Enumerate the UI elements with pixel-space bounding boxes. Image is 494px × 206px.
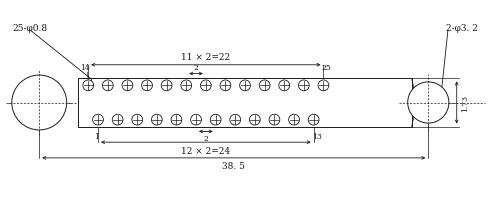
Circle shape (112, 115, 123, 125)
Circle shape (152, 115, 162, 125)
Circle shape (142, 81, 153, 91)
Text: 13: 13 (312, 132, 322, 140)
Circle shape (240, 81, 250, 91)
Text: 38. 5: 38. 5 (222, 162, 245, 171)
Text: 2-φ3. 2: 2-φ3. 2 (446, 23, 478, 33)
Circle shape (122, 81, 133, 91)
Text: 2: 2 (204, 134, 208, 142)
Circle shape (201, 81, 211, 91)
Text: 25-φ0.8: 25-φ0.8 (13, 23, 48, 33)
Circle shape (259, 81, 270, 91)
Circle shape (171, 115, 182, 125)
Circle shape (93, 115, 103, 125)
Circle shape (298, 81, 309, 91)
Text: 1.73: 1.73 (461, 95, 470, 111)
Circle shape (102, 81, 113, 91)
Text: 11 × 2=22: 11 × 2=22 (181, 53, 230, 62)
Bar (79, 79, 412, 127)
Text: 14: 14 (81, 64, 90, 72)
Circle shape (83, 81, 94, 91)
Circle shape (191, 115, 202, 125)
Circle shape (210, 115, 221, 125)
Text: 2: 2 (194, 64, 199, 72)
Circle shape (249, 115, 260, 125)
Text: 1: 1 (94, 132, 98, 140)
Circle shape (279, 81, 289, 91)
Circle shape (220, 81, 231, 91)
Text: 12 × 2=24: 12 × 2=24 (181, 146, 230, 155)
Circle shape (408, 83, 449, 123)
Circle shape (308, 115, 319, 125)
Circle shape (230, 115, 241, 125)
Circle shape (318, 81, 329, 91)
Circle shape (181, 81, 192, 91)
Circle shape (269, 115, 280, 125)
Circle shape (12, 76, 67, 130)
Circle shape (288, 115, 299, 125)
Circle shape (132, 115, 143, 125)
Text: 25: 25 (322, 64, 331, 72)
Circle shape (161, 81, 172, 91)
